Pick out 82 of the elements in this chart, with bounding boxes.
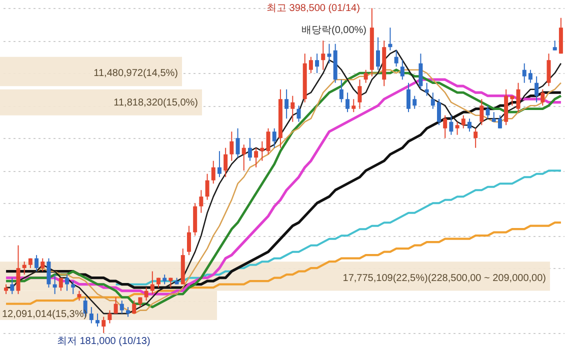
candlestick: [108, 310, 112, 324]
candlestick: [546, 53, 551, 87]
candlestick: [436, 98, 441, 126]
candlestick: [461, 114, 466, 129]
candlestick: [358, 79, 362, 110]
text: 최저 181,000 (10/13): [56, 336, 150, 348]
candlestick: [492, 112, 496, 122]
candlestick: [248, 138, 252, 162]
candlestick: [126, 306, 130, 318]
candlestick: [352, 98, 356, 113]
candlestick: [58, 277, 63, 292]
annotation: 최고 398,500 (01/14): [266, 3, 360, 14]
candlestick: [480, 98, 484, 126]
candlestick: [16, 244, 20, 295]
candlestick: [186, 225, 191, 256]
candlestick: [516, 82, 520, 113]
candlestick: [272, 128, 276, 148]
candlestick: [150, 270, 154, 295]
candlestick: [224, 147, 228, 178]
candlestick: [486, 105, 490, 120]
candlestick: [339, 79, 344, 103]
candlestick: [528, 69, 532, 84]
candlestick: [162, 274, 167, 285]
candlestick: [418, 53, 423, 90]
candlestick: [327, 43, 332, 64]
band-label: 17,775,109(22,5%)(228,500,00 ~ 209,000,00): [342, 272, 546, 284]
candlestick: [540, 88, 545, 106]
candlestick: [364, 69, 368, 84]
candlestick: [455, 121, 460, 136]
candlestick: [236, 128, 240, 158]
candlestick: [284, 88, 289, 120]
candlestick: [144, 287, 148, 302]
candlestick: [394, 50, 398, 68]
candlestick: [46, 258, 51, 288]
candlestick: [52, 274, 57, 295]
candlestick: [199, 190, 204, 214]
candlestick: [65, 274, 70, 292]
candlestick: [498, 114, 502, 129]
candlestick: [296, 105, 301, 122]
candlestick: [522, 62, 526, 84]
candlestick: [388, 27, 392, 51]
candlestick: [315, 53, 320, 74]
candlestick: [71, 280, 76, 295]
candlestick: [474, 128, 478, 148]
candlestick: [10, 277, 14, 295]
candlestick: [96, 313, 100, 328]
candlestick: [467, 118, 472, 132]
candlestick: [211, 160, 216, 184]
candlestick: [89, 306, 94, 324]
candlestick: [321, 40, 326, 70]
candlestick: [4, 284, 8, 295]
candlestick: [430, 92, 435, 110]
candlestick: [443, 114, 448, 139]
candlestick: [132, 300, 136, 314]
candlestick: [266, 128, 270, 155]
candlestick: [102, 316, 106, 334]
annotation: 배당락(0,00%): [301, 25, 367, 36]
candlestick: [376, 36, 380, 70]
band-label: 11,818,320(15,0%): [114, 97, 198, 108]
band-label: 11,480,972(14,5%): [94, 68, 178, 80]
candlestick: [424, 82, 429, 96]
candlestick: [400, 60, 404, 80]
candlestick: [242, 144, 246, 172]
candlestick: [552, 40, 557, 51]
candlestick: [77, 290, 82, 302]
candlestick: [34, 254, 39, 272]
candlestick: [412, 95, 417, 110]
candlestick: [217, 150, 222, 178]
candlestick: [308, 56, 313, 74]
candlestick: [205, 173, 210, 200]
candlestick: [534, 76, 539, 103]
candlestick: [120, 300, 124, 314]
candlestick: [40, 258, 45, 272]
candlestick: [346, 92, 350, 113]
candlestick: [449, 114, 454, 136]
candlestick: [114, 296, 118, 314]
candlestick: [260, 140, 264, 162]
candlestick: [254, 147, 258, 168]
candlestick: [22, 261, 26, 276]
candlestick: [406, 82, 411, 113]
candlestick: [290, 95, 295, 122]
candlestick: [230, 131, 234, 162]
